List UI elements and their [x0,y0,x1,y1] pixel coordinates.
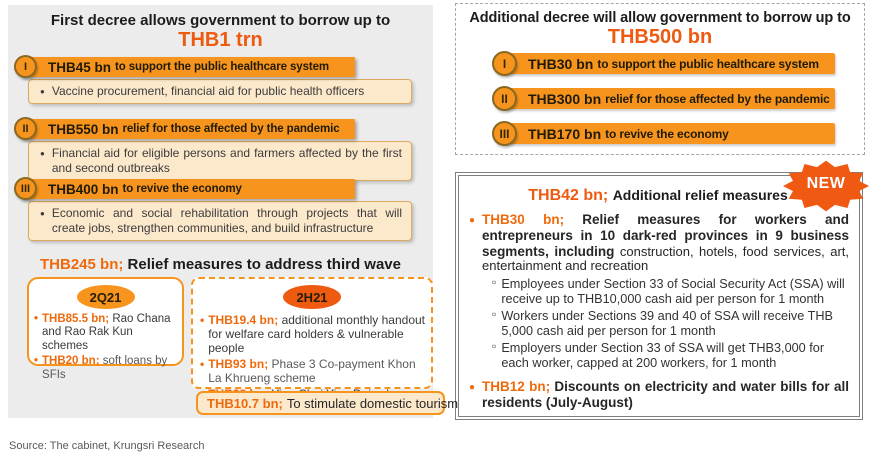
relief-bullet-2: ● THB12 bn; Discounts on electricity and… [467,379,849,411]
additional-decree-title: Additional decree will allow government … [469,10,851,26]
h2-2021-box: 2H21 • THB19.4 bn; additional monthly ha… [191,277,433,401]
new-badge-label: NEW [806,175,846,192]
third-wave-title: Relief measures to address third wave [127,256,401,273]
relief-sub-item: ▫ Employers under Section 33 of SSA will… [492,339,849,370]
bullet-icon: • [200,357,205,372]
bullet-icon: • [34,355,39,368]
decree-amount-1: THB45 bn [48,59,112,75]
decree-bar-1: THB45 bn to support the public healthcare… [21,57,355,77]
decree-detail-1: ● Vaccine procurement, financial aid for… [28,79,412,104]
item-text: Rao Chana and Rao Rak Kun schemes [42,313,171,352]
new-badge: NEW [782,158,870,214]
tourism-text: To stimulate domestic tourism [286,395,459,411]
numeral-badge-2: II [14,117,37,140]
square-bullet-icon: ▫ [492,275,497,290]
numeral-badge-r2: II [492,86,517,111]
relief-item: • THB20 bn; soft loans by SFIs [33,355,178,382]
decree-label-3: to revive the economy [122,183,242,195]
third-wave-amount: THB245 bn; [40,256,124,273]
numeral-badge-r1: I [492,51,517,76]
q2-badge-label: 2Q21 [89,289,122,305]
relief-bold-text-2: Discounts on electricity and water bills… [482,379,850,410]
bullet-icon: ● [40,209,45,218]
relief-amount-2: THB12 bn; [482,379,551,395]
first-decree-title: First decree allows government to borrow… [50,12,391,29]
decree-amount-3: THB400 bn [48,181,119,197]
numeral-2: II [22,122,29,135]
h2-badge: 2H21 [283,285,341,309]
item-amount: THB85.5 bn; [42,313,110,325]
decree-detail-2: ● Financial aid for eligible persons and… [28,141,412,181]
decree-amount-r3: THB170 bn [528,125,602,142]
tourism-amount: THB10.7 bn; [207,395,283,411]
item-amount: THB19.4 bn; [208,313,279,327]
numeral-badge-3: III [14,177,37,200]
third-wave-heading: THB245 bn; Relief measures to address th… [8,256,433,273]
relief-title-amount: THB42 bn; [528,187,609,204]
item-amount: THB20 bn; [42,355,100,368]
decree-label-r2: relief for those affected by the pandemi… [605,91,830,106]
decree-label-r3: to revive the economy [605,126,729,141]
first-decree-amount: THB1 trn [178,29,263,51]
decree-detail-text-2: Financial aid for eligible persons and f… [51,146,402,175]
numeral-r1: I [502,56,507,71]
sub-item-text: Workers under Sections 39 and 40 of SSA … [501,309,833,338]
starburst-icon [782,160,870,212]
q2-badge: 2Q21 [76,285,135,309]
decree-label-r1: to support the public healthcare system [597,56,819,71]
decree-bar-r1: THB30 bn to support the public healthcare… [505,53,835,74]
relief-title-text: Additional relief measures [612,187,788,203]
item-text: additional monthly handout for welfare c… [208,313,425,356]
relief-item: • THB85.5 bn; Rao Chana and Rao Rak Kun … [33,313,178,353]
relief-sub-item: ▫ Workers under Sections 39 and 40 of SS… [492,307,849,338]
decree-bar-r3: THB170 bn to revive the economy [505,123,835,144]
bullet-icon: ● [40,87,45,96]
h2-badge-label: 2H21 [296,289,328,305]
first-decree-panel: First decree allows government to borrow… [8,5,458,418]
decree-bar-2: THB550 bn relief for those affected by th… [21,119,355,139]
relief-regular-text-1: construction, hotels, food services, art… [482,243,849,274]
square-bullet-icon: ▫ [492,307,497,322]
relief-bullet-1: ● THB30 bn; Relief measures for workers … [467,212,849,370]
bullet-icon: ● [469,382,476,394]
q2-2021-box: 2Q21 • THB85.5 bn; Rao Chana and Rao Rak… [27,277,184,381]
relief-item: • THB93 bn; Phase 3 Co-payment Khon La K… [199,357,425,385]
sub-item-text: Employees under Section 33 of Social Sec… [501,277,845,306]
bullet-icon: • [34,313,39,325]
additional-decree-amount: THB500 bn [607,26,713,48]
bullet-icon: • [200,313,205,327]
decree-detail-text-1: Vaccine procurement, financial aid for p… [51,84,365,98]
decree-label-1: to support the public healthcare system [115,61,330,73]
item-text: soft loans by SFIs [42,355,168,381]
numeral-badge-1: I [14,55,37,78]
decree-detail-3: ● Economic and social rehabilitation thr… [28,201,412,241]
relief-amount-1: THB30 bn; [482,212,565,227]
item-text: Phase 3 Co-payment Khon La Khrueng schem… [208,357,416,386]
decree-amount-2: THB550 bn [48,121,119,137]
additional-decree-panel: Additional decree will allow government … [455,3,865,155]
decree-detail-text-3: Economic and social rehabilitation throu… [51,206,402,235]
numeral-r2: II [501,91,508,106]
decree-amount-r1: THB30 bn [528,55,594,72]
source-note: Source: The cabinet, Krungsri Research [9,440,205,452]
additional-relief-panel: THB42 bn; Additional relief measures ● T… [455,172,863,420]
decree-label-2: relief for those affected by the pandemi… [122,123,340,135]
numeral-badge-r3: III [492,121,517,146]
decree-bar-3: THB400 bn to revive the economy [21,179,355,199]
bullet-icon: ● [40,149,45,158]
numeral-1: I [23,60,28,73]
bullet-icon: ● [469,215,476,226]
relief-sub-item: ▫ Employees under Section 33 of Social S… [492,275,849,306]
numeral-r3: III [499,126,510,141]
decree-amount-r2: THB300 bn [528,90,602,107]
relief-title: THB42 bn; Additional relief measures [467,187,849,205]
relief-item: • THB19.4 bn; additional monthly handout… [199,313,425,355]
square-bullet-icon: ▫ [492,339,497,354]
item-amount: THB93 bn; [208,357,269,372]
sub-item-text: Employers under Section 33 of SSA will g… [501,341,825,370]
relief-bold-text-1: Relief measures for workers and entrepre… [482,212,849,259]
tourism-box: THB10.7 bn; To stimulate domestic touris… [196,391,458,415]
decree-bar-r2: THB300 bn relief for those affected by th… [505,88,835,109]
numeral-3: III [20,182,31,195]
